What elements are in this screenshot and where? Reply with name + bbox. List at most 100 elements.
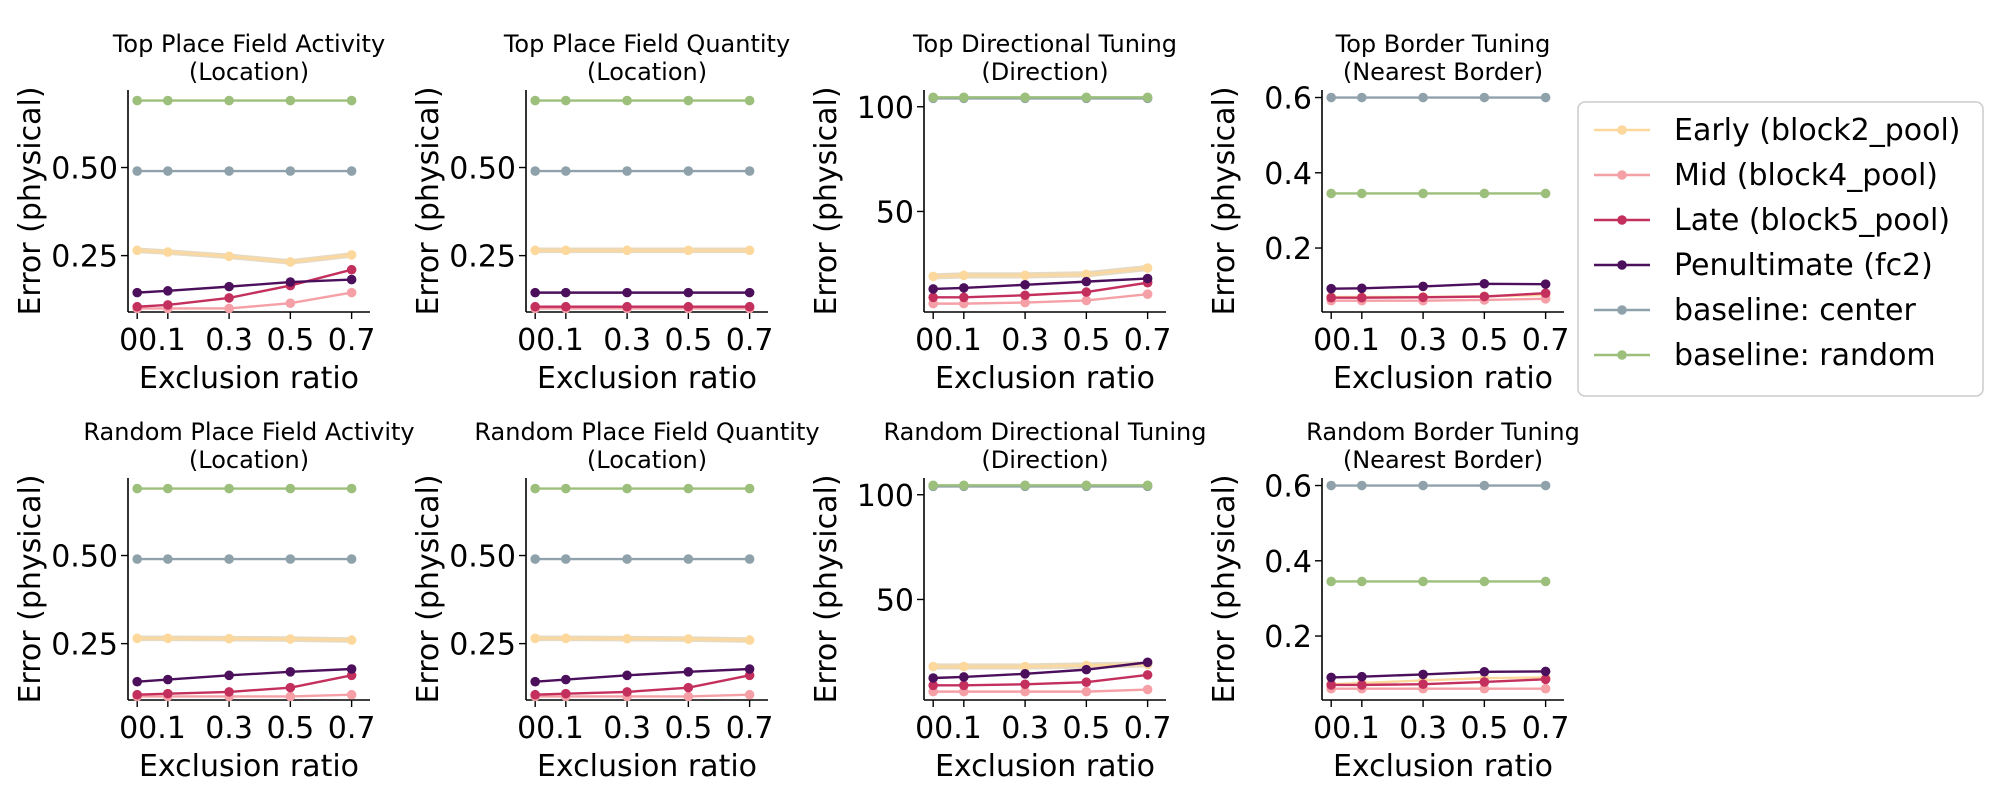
legend-frame [1577, 101, 1984, 397]
data-point [561, 674, 571, 685]
data-point [1142, 273, 1153, 284]
series-early-block2-pool- [132, 245, 357, 267]
data-point [622, 287, 632, 298]
data-point [1479, 480, 1490, 491]
y-tick-label: 0.4 [1264, 545, 1312, 580]
data-point [1081, 276, 1092, 287]
legend-item: baseline: random [1594, 338, 1936, 373]
data-point [561, 301, 571, 312]
panel-title-line: (Location) [587, 446, 707, 474]
data-point [1479, 576, 1490, 587]
x-tick-label: 0.7 [328, 711, 376, 746]
x-tick-label: 0.5 [266, 711, 314, 746]
data-point [1142, 289, 1153, 299]
panel-1: Top Place Field Activity(Location) 00.1 0.… [13, 30, 385, 396]
data-point [561, 245, 571, 256]
data-point [1357, 188, 1367, 199]
data-point [683, 682, 694, 693]
data-point [530, 287, 540, 298]
x-tick-label: 0.7 [1124, 711, 1172, 746]
x-tick-label: 00.1 [1313, 711, 1380, 746]
legend-label: baseline: random [1674, 338, 1936, 373]
data-point [1081, 480, 1092, 491]
data-point [163, 247, 173, 257]
panel-title-line: Random Border Tuning [1306, 418, 1580, 446]
panel-title-line: (Direction) [981, 446, 1108, 474]
x-axis-title: Exclusion ratio [537, 361, 757, 396]
series-penultimate-fc2- [1326, 278, 1551, 294]
data-point [346, 664, 357, 674]
data-point [622, 95, 632, 106]
data-point [530, 483, 540, 494]
data-point [1020, 480, 1030, 491]
data-point [1540, 92, 1551, 103]
series-early-block2-pool- [132, 633, 357, 645]
series-late-block5-pool- [1326, 674, 1551, 690]
legend-item: Late (block5_pool) [1594, 203, 1950, 238]
data-point [1418, 92, 1428, 103]
data-point [683, 301, 694, 312]
series-early-block2-pool- [928, 263, 1153, 282]
series-baseline-random [530, 95, 755, 106]
y-tick-label: 0.50 [449, 152, 516, 187]
data-point [132, 166, 142, 176]
y-axis-title: Error (physical) [1207, 86, 1242, 315]
data-point [1142, 480, 1153, 491]
data-point [1326, 480, 1336, 491]
panel-title-line: Top Place Field Activity [112, 30, 385, 58]
data-point [622, 633, 632, 644]
data-point [346, 264, 357, 275]
x-tick-label: 0.7 [1522, 711, 1570, 746]
series-penultimate-fc2- [132, 274, 357, 298]
data-point [1540, 666, 1551, 677]
data-point [683, 691, 694, 702]
data-point [1020, 297, 1030, 308]
data-point [622, 687, 632, 697]
data-point [163, 674, 173, 685]
data-point [1540, 674, 1551, 685]
series-baseline-center [132, 554, 357, 564]
data-point [1357, 283, 1367, 294]
panel-title-line: Random Place Field Quantity [474, 418, 819, 446]
data-point [1326, 680, 1336, 690]
legend-swatch-marker [1617, 215, 1627, 225]
data-point [163, 633, 173, 644]
x-tick-label: 0.7 [1124, 323, 1172, 358]
data-point [224, 95, 234, 106]
data-point [530, 633, 540, 644]
panel-title-line: (Direction) [981, 58, 1108, 86]
data-point [622, 554, 632, 564]
data-point [1020, 679, 1030, 690]
legend-label: baseline: center [1674, 293, 1916, 328]
series-baseline-random [928, 92, 1153, 103]
data-point [683, 95, 694, 106]
data-point [928, 480, 938, 491]
data-point [1142, 263, 1153, 273]
data-point [224, 483, 234, 494]
data-point [285, 483, 296, 494]
series-late-block5-pool- [1326, 288, 1551, 303]
data-point [744, 245, 755, 256]
data-point [1357, 671, 1367, 682]
data-point [1326, 283, 1336, 294]
series-mid-block4-pool- [928, 684, 1153, 697]
data-point [1540, 288, 1551, 298]
data-point [132, 633, 142, 644]
data-point [1479, 188, 1490, 199]
x-tick-label: 0.7 [726, 323, 774, 358]
data-point [683, 245, 694, 256]
data-point [561, 287, 571, 298]
data-point [224, 251, 234, 262]
data-point [959, 283, 969, 293]
legend-item: Penultimate (fc2) [1594, 248, 1933, 283]
panel-title-line: (Location) [189, 446, 309, 474]
data-point [1142, 92, 1153, 103]
data-point [1326, 576, 1336, 587]
y-axis-title: Error (physical) [809, 86, 844, 315]
data-point [132, 95, 142, 106]
data-point [1357, 680, 1367, 690]
data-point [561, 633, 571, 644]
data-point [1540, 480, 1551, 491]
series-baseline-random [928, 480, 1153, 491]
panel-8: Random Border Tuning(Nearest Border) 00.1… [1207, 418, 1580, 784]
